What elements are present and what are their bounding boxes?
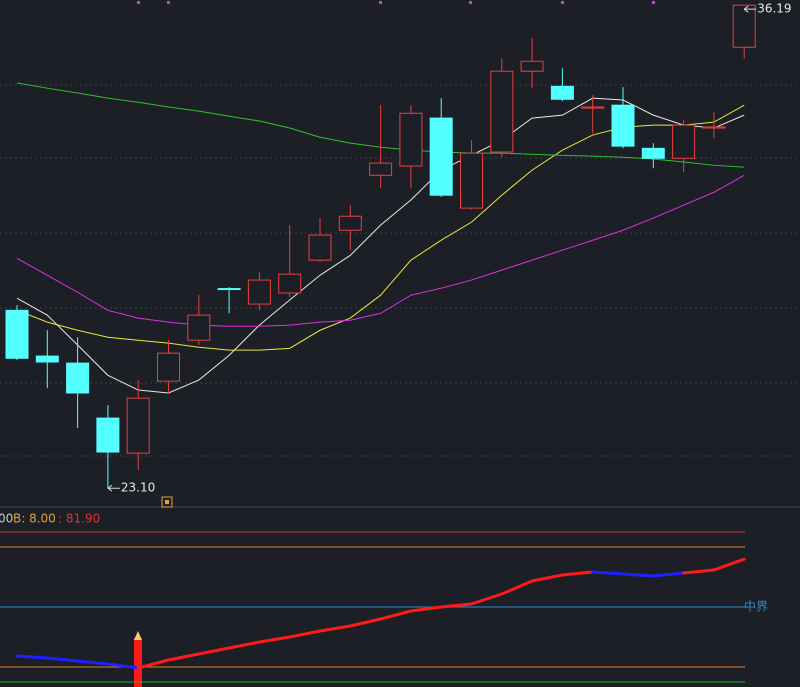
indicator-segment: [76, 659, 110, 666]
candle-body: [611, 104, 635, 147]
indicator-segment: [136, 658, 170, 670]
icon: [165, 500, 169, 504]
indicator-header: B: 8.00: [13, 512, 56, 526]
candle-body: [550, 85, 574, 100]
indicator-header: 00: [0, 512, 13, 526]
indicator-segment: [682, 568, 716, 575]
indicator-segment: [409, 605, 443, 613]
candle-body: [369, 162, 393, 176]
ma-line: [16, 174, 745, 327]
level-label: 中界: [744, 599, 768, 614]
indicator-segment: [651, 571, 686, 578]
candle-body: [460, 152, 483, 209]
indicator-segment: [288, 629, 322, 639]
candle-body: [66, 362, 90, 394]
annotation-arrow: [107, 484, 120, 492]
candle-body: [187, 314, 211, 341]
annotation: 36.19: [757, 2, 791, 16]
indicator-segment: [439, 602, 473, 609]
indicator-segment: [470, 592, 504, 606]
indicator-segment: [167, 652, 201, 662]
candle-body: [217, 288, 241, 291]
indicator-segment: [591, 570, 625, 576]
indicator-segment: [348, 617, 383, 628]
candle-body: [35, 355, 59, 363]
candle-body: [702, 126, 726, 129]
candle-body: [581, 106, 605, 109]
indicator-segment: [712, 557, 746, 572]
candle-body: [5, 309, 29, 359]
icon: [161, 496, 173, 508]
indicator-segment: [379, 609, 413, 621]
indicator-segment: [500, 579, 534, 596]
candle-body: [338, 215, 362, 231]
annotation: 23.10: [121, 481, 155, 495]
indicator-segment: [257, 635, 292, 644]
candle-body: [520, 60, 544, 72]
indicator-segment: [106, 662, 140, 670]
signal-marker: [134, 631, 142, 640]
indicator-segment: [530, 573, 564, 583]
candle-body: [490, 70, 514, 153]
indicator-header: : 81.90: [58, 512, 100, 526]
indicator-segment: [621, 572, 655, 578]
candle-body: [96, 417, 120, 453]
candle-body: [672, 124, 696, 159]
indicator-segment: [15, 654, 49, 660]
candle-body: [278, 273, 302, 294]
indicator-segment: [45, 656, 80, 663]
candle-body: [732, 4, 756, 48]
candle-body: [247, 279, 271, 305]
indicator-segment: [197, 646, 231, 656]
candle-body: [308, 234, 332, 261]
candle-body: [429, 117, 453, 196]
candle-body: [641, 147, 665, 159]
candle-body: [157, 352, 180, 382]
candle-body: [399, 112, 423, 167]
indicator-segment: [560, 570, 595, 577]
indicator-segment: [227, 640, 261, 650]
annotation-arrow: [743, 5, 757, 13]
signal-bar: [134, 638, 142, 687]
indicator-segment: [318, 624, 352, 633]
candle-body: [126, 397, 150, 454]
top-markers: [137, 1, 655, 4]
